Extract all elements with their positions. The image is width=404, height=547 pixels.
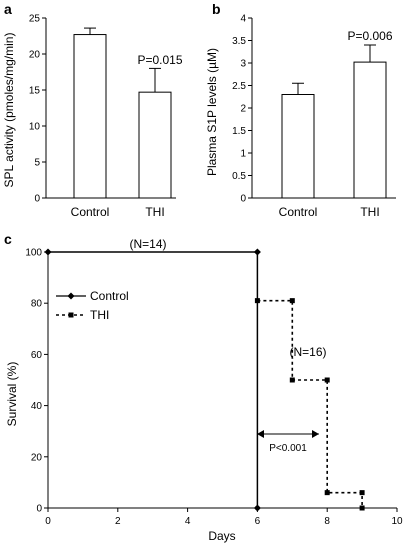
panel-a-ylabel: SPL activity (pmoles/mg/min)	[2, 33, 16, 188]
panel-c-marker-thi	[324, 490, 330, 496]
panel-b-category-thi: THI	[360, 205, 379, 219]
panel-c-xtick-label: 10	[391, 516, 403, 527]
panel-c-xtick-label: 8	[324, 516, 330, 527]
panel-b-ytick-label: 3.5	[232, 36, 246, 47]
panel-b-category-control: Control	[279, 205, 318, 219]
panel-b-ytick-label: 3	[240, 59, 246, 70]
legend-thi-label: THI	[90, 308, 109, 322]
panel-b-ytick-label: 2	[240, 104, 246, 115]
panel-c-marker-thi	[359, 490, 365, 496]
panel-c-ytick-label: 60	[31, 350, 43, 361]
panel-c-ytick-label: 40	[31, 401, 43, 412]
panel-a: a 0 5 10 15 20 25 SPL activity (pmoles/mg/min…	[2, 1, 183, 219]
panel-a-ytick-label: 25	[29, 14, 41, 25]
panel-c-ytick-label: 100	[25, 248, 42, 259]
panel-b-bar-thi	[353, 61, 387, 199]
panel-c: c 0 20 40 60 80 100 0 2 4 6 8 10 Survival (%) Days…	[4, 231, 403, 543]
panel-c-pvalue-arrow	[257, 430, 319, 438]
panel-c-xtick-label: 6	[255, 516, 261, 527]
panel-c-n-thi: (N=16)	[289, 345, 326, 359]
panel-a-ytick-label: 20	[29, 50, 41, 61]
panel-a-ytick-label: 0	[34, 194, 40, 205]
legend-thi-marker	[68, 312, 74, 318]
panel-c-marker-control	[253, 248, 261, 256]
panel-c-letter: c	[4, 231, 12, 247]
panel-c-line-thi	[257, 299, 363, 508]
panel-b-ytick-label: 1	[240, 149, 246, 160]
panel-c-line-control	[48, 251, 259, 508]
panel-c-marker-thi	[289, 298, 295, 304]
panel-a-bar-thi	[138, 91, 172, 199]
legend-control-label: Control	[90, 289, 129, 303]
panel-c-marker-thi	[254, 298, 260, 304]
panel-c-marker-control	[253, 504, 261, 512]
panel-a-pvalue: P=0.015	[137, 53, 182, 67]
panel-c-marker-thi	[289, 377, 295, 383]
panel-c-xtick-label: 4	[185, 516, 191, 527]
panel-b-pvalue: P=0.006	[347, 29, 392, 43]
panel-c-xtick-label: 2	[115, 516, 121, 527]
panel-c-xlabel: Days	[208, 529, 235, 543]
panel-b-ytick-label: 4	[240, 14, 246, 25]
panel-b-letter: b	[212, 1, 221, 17]
panel-c-marker-thi	[359, 505, 365, 511]
panel-a-bar-control	[73, 34, 107, 199]
panel-b-bar-control	[281, 94, 315, 199]
legend-thi: THI	[56, 308, 109, 322]
panel-b-ytick-label: 0	[240, 194, 246, 205]
panel-c-marker-thi	[324, 377, 330, 383]
panel-c-ytick-label: 80	[31, 299, 43, 310]
panel-b-ytick-label: 2.5	[232, 81, 246, 92]
panel-c-marker-control	[44, 248, 52, 256]
panel-b-ytick-label: 1.5	[232, 126, 246, 137]
panel-a-ytick-label: 10	[29, 122, 41, 133]
panel-c-ytick-label: 20	[31, 452, 43, 463]
legend-control: Control	[56, 289, 129, 303]
panel-a-ytick-label: 5	[34, 158, 40, 169]
panel-a-category-control: Control	[71, 205, 110, 219]
panel-b-ytick-label: 0.5	[232, 171, 246, 182]
panel-c-legend: Control THI	[56, 289, 129, 322]
panel-c-pvalue: P<0.001	[269, 443, 307, 454]
panel-a-ytick-label: 15	[29, 86, 41, 97]
legend-control-marker	[67, 292, 75, 300]
panel-c-n-control: (N=14)	[129, 237, 166, 251]
panel-c-ylabel: Survival (%)	[5, 362, 19, 427]
panel-b-ylabel: Plasma S1P levels (µM)	[205, 48, 219, 176]
panel-c-ytick-label: 0	[36, 504, 42, 515]
panel-a-letter: a	[4, 1, 12, 17]
panel-c-xtick-label: 0	[45, 516, 51, 527]
panel-b: b 0 0.5 1 1.5 2 2.5 3 3.5 4 Plasma S1P levels (µ…	[205, 1, 396, 219]
panel-a-category-thi: THI	[145, 205, 164, 219]
